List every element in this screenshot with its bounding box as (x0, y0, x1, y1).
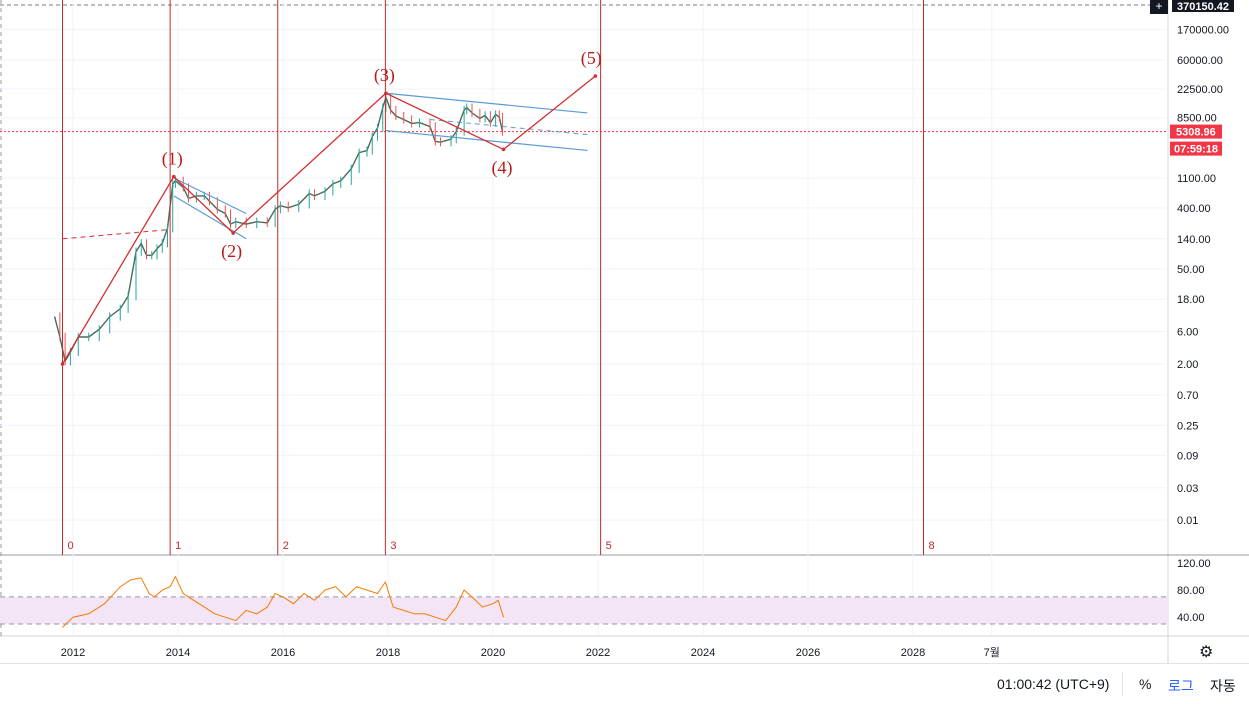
price-tick-label: 400.00 (1177, 203, 1211, 215)
wave-point (231, 231, 235, 235)
channel-upper-line (173, 177, 247, 215)
bottom-toolbar: 01:00:42 (UTC+9) % 로그 자동 (0, 663, 1249, 704)
wave-point (384, 91, 388, 96)
separator (1122, 672, 1123, 696)
wave-point (593, 74, 598, 78)
dashed-trend-line (429, 119, 588, 136)
countdown-tag (1170, 141, 1222, 156)
dashed-trend-line (62, 229, 168, 240)
price-tick-label: 0.01 (1177, 515, 1198, 527)
fib-time-label: 1 (175, 540, 181, 552)
wave-label: (5) (581, 48, 602, 69)
price-tick-label: 6.00 (1177, 327, 1198, 339)
rsi-line (62, 575, 504, 628)
rsi-tick-label: 120.00 (1177, 558, 1211, 570)
time-tick-label: 2028 (901, 647, 925, 659)
time-tick-label: 2018 (376, 647, 400, 659)
chart-canvas[interactable]: 0 1 2 3 5 8 (1) (2) (3) (4) (5) 170000.00 60000.00 2… (0, 0, 1249, 663)
wave-point (501, 147, 506, 152)
top-price-tag (1172, 0, 1234, 12)
price-tick-label: 50.00 (1177, 264, 1205, 276)
price-tick-label: 1100.00 (1177, 173, 1216, 185)
price-tick-label: 140.00 (1177, 234, 1211, 246)
current-price-label: 5308.96 (1176, 127, 1216, 139)
price-tick-label: 22500.00 (1177, 84, 1223, 96)
auto-scale-button[interactable]: 자동 (1210, 678, 1236, 694)
time-tick-label: 2014 (166, 647, 190, 659)
fib-time-label: 2 (283, 540, 289, 552)
countdown-label: 07:59:18 (1174, 144, 1218, 156)
gear-icon[interactable]: ⚙ (1199, 644, 1214, 661)
time-tick-label: 2020 (481, 647, 505, 659)
fib-time-label: 5 (606, 540, 612, 552)
wave-label: (1) (162, 149, 183, 170)
price-tick-label: 170000.00 (1177, 24, 1229, 36)
price-tick-label: 2.00 (1177, 359, 1198, 371)
price-series (53, 93, 504, 366)
log-scale-button[interactable]: 로그 (1168, 678, 1194, 694)
wave-point (60, 362, 65, 366)
price-tick-label: 18.00 (1177, 294, 1205, 306)
channel-lower-line (385, 129, 588, 152)
time-tick-label: 2026 (796, 647, 820, 659)
elliott-wave-path (61, 75, 596, 365)
channel-upper-line (385, 92, 588, 114)
wave-label: (3) (374, 65, 395, 86)
percent-button[interactable]: % (1139, 676, 1152, 692)
current-price-tag (1170, 124, 1222, 139)
price-tick-label: 0.09 (1177, 450, 1198, 462)
main-grid (0, 0, 1249, 663)
fib-time-label: 3 (390, 540, 396, 552)
wave-label: (4) (492, 157, 513, 178)
rsi-band (0, 596, 1168, 624)
time-tick-label: 7월 (984, 646, 1000, 659)
fib-time-label: 8 (929, 540, 935, 552)
fib-time-label: 0 (68, 540, 74, 552)
crosshair-icon[interactable]: + (1150, 0, 1168, 14)
price-line (53, 95, 504, 364)
price-axis[interactable]: 170000.00 60000.00 22500.00 8500.00 1100.00 4… (1170, 0, 1234, 624)
time-tick-label: 2022 (586, 647, 610, 659)
wave-label: (2) (221, 241, 242, 262)
price-tick-label: 60000.00 (1177, 55, 1223, 67)
time-readout[interactable]: 01:00:42 (UTC+9) (997, 676, 1110, 692)
time-tick-label: 2012 (61, 647, 85, 659)
time-axis[interactable]: 2012 2014 2016 2018 2020 2022 2024 2026 2028 7월 (61, 646, 1000, 659)
price-tick-label: 0.03 (1177, 483, 1198, 495)
time-tick-label: 2024 (691, 647, 715, 659)
price-tick-label: 0.25 (1177, 420, 1198, 432)
price-tick-label: 8500.00 (1177, 113, 1217, 125)
drawing-layer[interactable]: 0 1 2 3 5 8 (1) (2) (3) (4) (5) (0, 0, 1168, 555)
rsi-tick-label: 80.00 (1177, 585, 1205, 597)
price-tick-label: 0.70 (1177, 390, 1198, 402)
top-price-tag-label: 370150.42 (1177, 1, 1229, 13)
wave-point (172, 174, 176, 179)
rsi-tick-label: 40.00 (1177, 612, 1205, 624)
rsi-pane (0, 575, 1168, 628)
time-tick-label: 2016 (271, 647, 295, 659)
